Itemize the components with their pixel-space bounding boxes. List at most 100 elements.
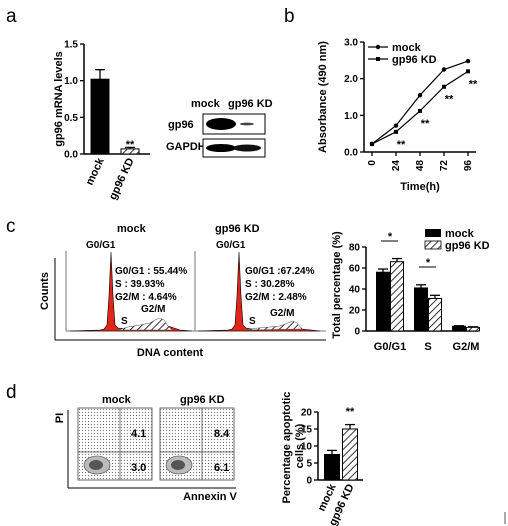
y-tick-label: 10	[301, 442, 313, 453]
legend-gp96kd: gp96 KD	[445, 240, 490, 252]
data-point	[370, 141, 374, 146]
peak-label-gp96kd: G0/G1	[216, 240, 246, 251]
y-tick-label: 0.0	[64, 150, 78, 161]
data-point	[442, 84, 446, 89]
bar	[90, 78, 110, 155]
bars	[324, 423, 358, 481]
data-point	[417, 92, 423, 98]
blot-lane-gp96kd: gp96 KD	[228, 98, 273, 110]
bars	[376, 257, 480, 332]
bar	[452, 325, 466, 332]
bar	[466, 326, 480, 332]
legend: mock gp96 KD	[424, 228, 490, 252]
series	[369, 58, 471, 147]
y-axis-label: PI	[54, 413, 66, 423]
x-tick-label: gp96 KD	[107, 156, 137, 202]
data-point	[466, 69, 470, 74]
histogram-frame	[65, 251, 326, 332]
blot-row-gp96: gp96	[168, 119, 194, 131]
dotplot-title-mock: mock	[102, 394, 132, 406]
data-point	[418, 108, 422, 113]
bars	[90, 69, 140, 155]
y-tick-label: 1.0	[64, 76, 78, 87]
x-axis-label: Annexin V	[183, 491, 237, 503]
dotplot-mock: 4.1 3.0	[77, 407, 153, 481]
g2m-label-mock: G2/M	[141, 304, 165, 315]
stat-gp96kd: G2/M : 2.48%	[245, 292, 307, 303]
x-tick-label: G2/M	[453, 341, 480, 353]
blot-band	[206, 144, 236, 152]
significance-mark: **	[421, 118, 430, 130]
significance-mark: **	[126, 139, 135, 151]
quadrant-lower-right: 3.0	[131, 462, 146, 474]
bar	[376, 271, 390, 332]
stat-gp96kd: G0/G1 :67.24%	[245, 266, 315, 277]
x-tick-label: 72	[439, 160, 450, 172]
y-axis-label: Counts	[39, 272, 51, 310]
y-tick-label: 2.0	[344, 74, 358, 85]
x-axis-label: DNA content	[137, 347, 204, 359]
x-tick-label: 24	[391, 160, 402, 172]
y-tick-label: 15	[301, 425, 313, 436]
y-tick-label: 60	[349, 264, 361, 275]
y-ticks: 0.0 1.0 2.0 3.0	[344, 38, 364, 159]
y-tick-label: 5	[306, 459, 312, 470]
y-axis-label: Absorbance (490 nm)	[317, 41, 329, 153]
x-ticks: 0 24 48 72 96	[367, 152, 474, 171]
y-tick-label: 1.5	[64, 40, 78, 51]
bar	[414, 287, 428, 332]
y-axis-label: gp96 mRNA levels	[53, 51, 65, 147]
y-tick-label: 0.5	[64, 113, 78, 124]
blot-band	[240, 122, 254, 126]
y-ticks: 0.0 0.5 1.0 1.5	[64, 40, 84, 161]
peak-label-mock: G0/G1	[86, 240, 116, 251]
s-label-mock: S	[121, 316, 128, 327]
panel-label-b: b	[284, 6, 295, 27]
x-tick-label: S	[424, 341, 431, 353]
significance-marks: ** ** ** **	[397, 78, 478, 150]
y-tick-label: 0	[354, 327, 360, 338]
y-axis-label: Total percentage (%)	[331, 231, 343, 339]
y-ticks: 0 20 40 60 80	[349, 243, 366, 338]
panel-a-western-blot: mock gp96 KD gp96 GAPDH	[166, 98, 273, 158]
panel-c-cell-cycle-histograms: mock gp96 KD G0/G1 G0/G1 : 55.44% S : 39…	[39, 223, 326, 359]
data-point	[465, 58, 471, 64]
stat-mock: S : 39.93%	[115, 279, 165, 290]
panel-label-a: a	[6, 6, 17, 27]
s-label-gp96kd: S	[249, 316, 256, 327]
panel-b-line-chart: 0.0 1.0 2.0 3.0 0 24 48 72 96 ** ** ** ** Absorban…	[317, 38, 478, 194]
legend: mock gp96 KD	[368, 42, 437, 66]
y-tick-label: 0	[306, 476, 312, 487]
legend-gp96kd: gp96 KD	[392, 54, 437, 66]
bar	[390, 261, 404, 332]
y-tick-label: 1.0	[344, 111, 358, 122]
bar	[324, 454, 340, 481]
dotplot-gp96kd: 8.4 6.1	[159, 407, 235, 481]
g2m-label-gp96kd: G2/M	[270, 308, 294, 319]
panel-label-d: d	[6, 382, 17, 403]
blot-row-gapdh: GAPDH	[166, 141, 206, 153]
legend-mock: mock	[445, 228, 475, 240]
data-point	[394, 129, 398, 134]
y-tick-label: 20	[301, 408, 313, 419]
histogram-title-mock: mock	[117, 223, 147, 235]
significance-mark: *	[426, 257, 431, 269]
x-tick-label: 0	[367, 160, 378, 166]
panel-d-annexin-dot-plots: mock gp96 KD 4.1 3.0 8.4 6.1 PI Annexin …	[54, 394, 238, 503]
panel-label-c: c	[6, 216, 16, 237]
x-tick-label: 48	[415, 160, 426, 172]
bar	[342, 428, 358, 481]
x-axis-label: Time(h)	[400, 181, 440, 193]
significance-mark: **	[469, 78, 478, 90]
stat-gp96kd: S : 30.28%	[245, 279, 295, 290]
significance-mark: **	[346, 406, 355, 418]
significance-mark: **	[397, 139, 406, 151]
blot-lane-mock: mock	[191, 98, 221, 110]
blot-band	[233, 144, 261, 152]
quadrant-lower-right: 6.1	[214, 462, 229, 474]
panel-c-grouped-bar-chart: 0 20 40 60 80 G0/G1 S G2/M Total percentage (%…	[331, 228, 490, 353]
dotplot-title-gp96kd: gp96 KD	[180, 394, 225, 406]
